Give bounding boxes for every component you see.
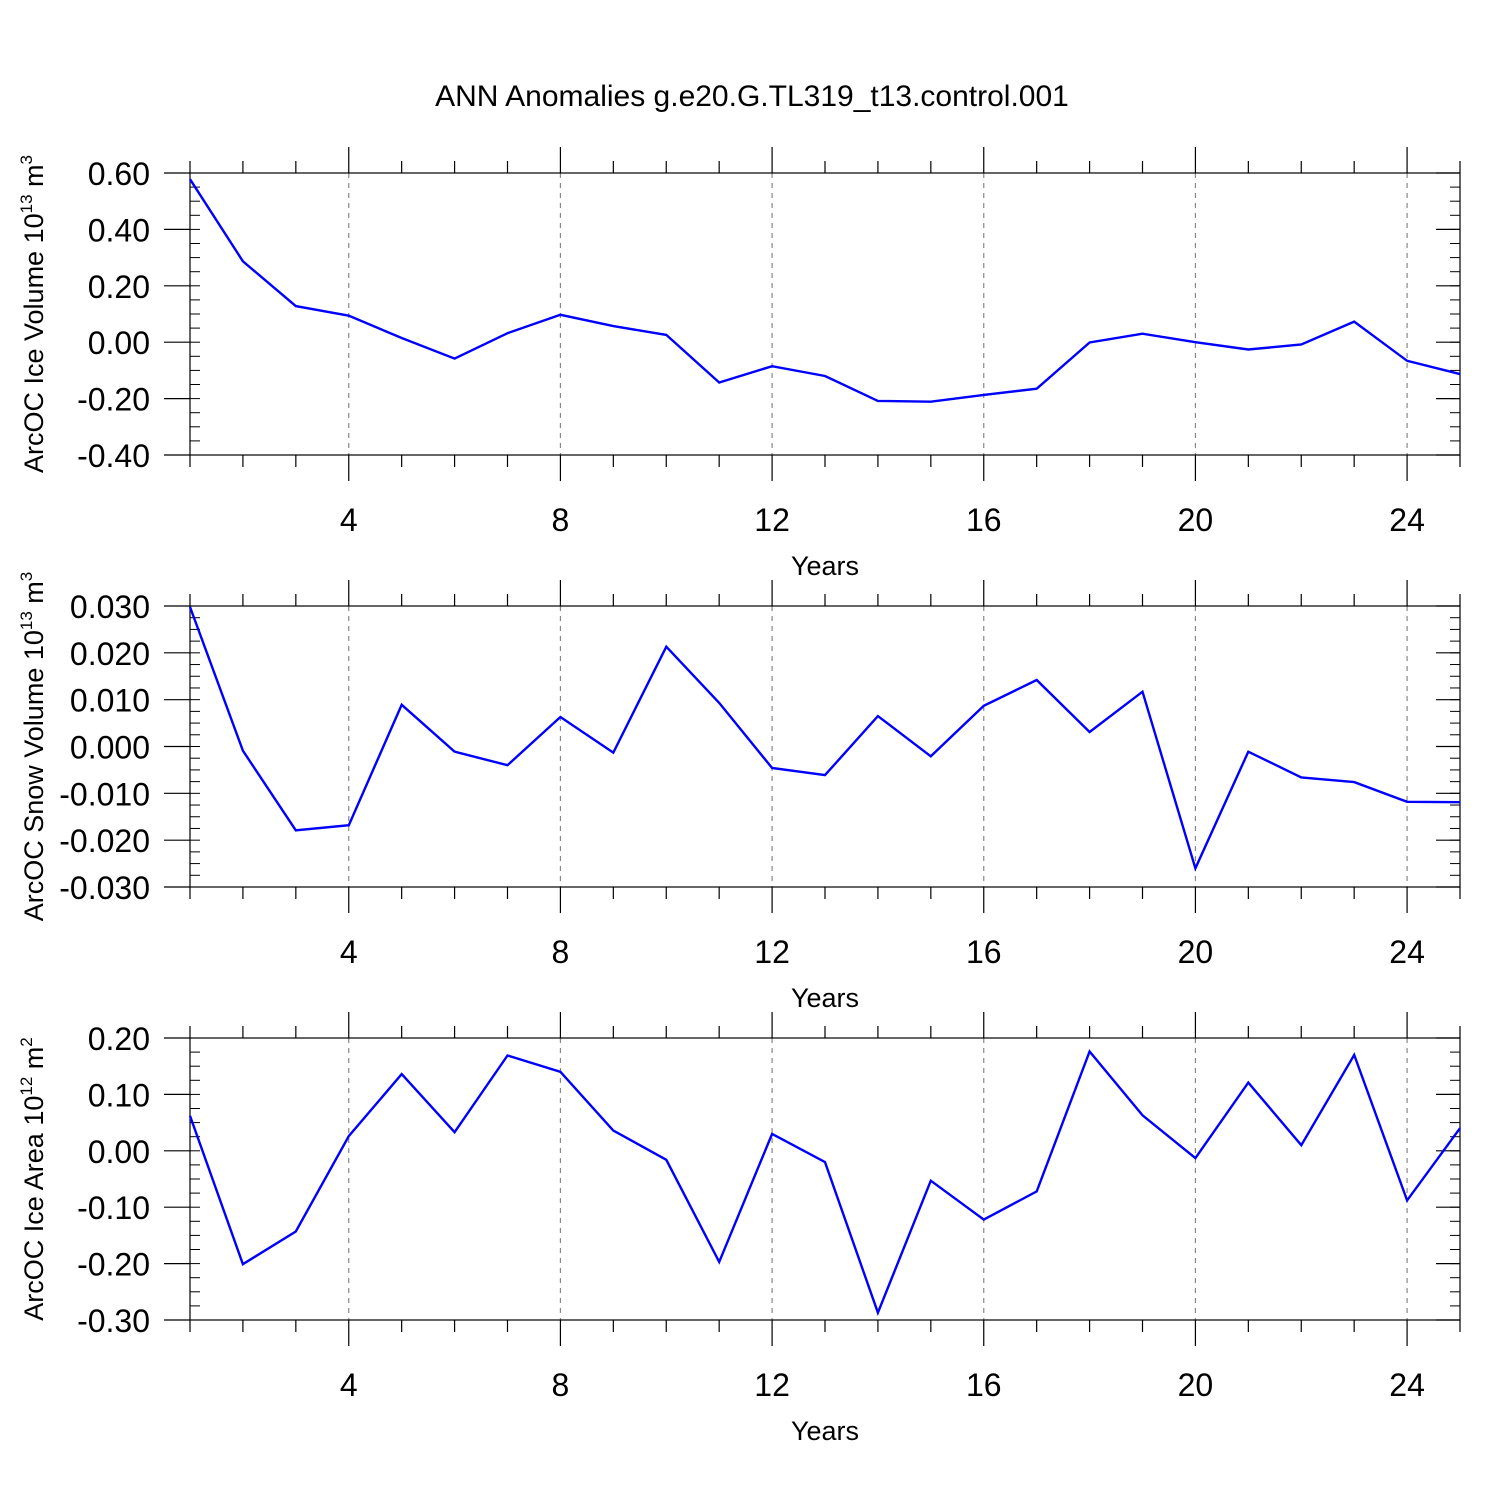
y-tick-label: -0.20: [77, 382, 150, 418]
panel-3: -0.30 -0.20 -0.10 0.00 0.10 0.20 4 8 12 16 20 24 Yea…: [17, 1012, 1461, 1446]
y-tick-label: -0.20: [77, 1247, 150, 1283]
plot-frame: [189, 605, 1461, 888]
y-tick-label: 0.10: [88, 1077, 150, 1113]
y-axis-title: ArcOC Ice Volume 1013 m3: [17, 155, 49, 473]
y-tick-label: -0.30: [77, 1303, 150, 1339]
x-tick-label: 16: [966, 502, 1002, 538]
x-tick-label: 20: [1178, 934, 1214, 970]
x-tick-label: 20: [1178, 1367, 1214, 1403]
x-axis-title: Years: [791, 1416, 859, 1446]
plot-frame: [189, 172, 1461, 456]
series-line: [188, 606, 1461, 872]
y-axis-title: ArcOC Ice Area 1012 m2: [17, 1037, 49, 1321]
y-axis-title-part: m: [19, 581, 49, 611]
x-tick-label: 12: [754, 934, 790, 970]
y-tick-label: 0.010: [70, 683, 150, 719]
y-axis-title-part: m: [19, 1047, 49, 1077]
y-axis-title-superscript: 12: [17, 1077, 36, 1096]
y-tick-label: 0.20: [88, 269, 150, 305]
y-tick-label: 0.00: [88, 1134, 150, 1170]
y-axis-title: ArcOC Snow Volume 1013 m3: [17, 572, 49, 922]
x-tick-label: 12: [754, 502, 790, 538]
panel-1: -0.40 -0.20 0.00 0.20 0.40 0.60 4 8 12 16 20 24 Year…: [17, 147, 1461, 581]
x-axis-title: Years: [791, 551, 859, 581]
x-tick-label: 24: [1389, 502, 1425, 538]
x-tick-label: 4: [340, 1367, 358, 1403]
y-axis-title-superscript: 3: [17, 572, 36, 581]
series-line: [188, 178, 1461, 403]
x-tick-label: 16: [966, 934, 1002, 970]
x-tick-label: 4: [340, 502, 358, 538]
series-line: [188, 1049, 1461, 1317]
y-axis-title-superscript: 13: [17, 194, 36, 213]
y-tick-label: 0.000: [70, 730, 150, 766]
x-tick-label: 8: [552, 502, 570, 538]
y-axis-title-superscript: 3: [17, 155, 36, 164]
panel-2: -0.030 -0.020 -0.010 0.000 0.010 0.020 0.030 4 8…: [17, 572, 1461, 1013]
y-axis-title-superscript: 13: [17, 611, 36, 630]
y-tick-label: -0.020: [59, 823, 150, 859]
y-tick-label: -0.10: [77, 1190, 150, 1226]
y-tick-label: -0.40: [77, 438, 150, 474]
y-tick-label: -0.030: [59, 870, 150, 906]
y-tick-label: 0.20: [88, 1021, 150, 1057]
y-axis-title-superscript: 2: [17, 1037, 36, 1046]
x-tick-label: 24: [1389, 1367, 1425, 1403]
x-axis-title: Years: [791, 983, 859, 1013]
y-tick-label: 0.030: [70, 589, 150, 625]
x-tick-label: 4: [340, 934, 358, 970]
y-tick-label: 0.60: [88, 156, 150, 192]
x-tick-label: 12: [754, 1367, 790, 1403]
x-tick-label: 24: [1389, 934, 1425, 970]
panels: -0.40-0.200.000.200.400.604 8 12 16 20 24Year…: [17, 147, 1461, 1446]
plot-frame: [189, 1037, 1461, 1321]
x-tick-label: 16: [966, 1367, 1002, 1403]
y-tick-label: 0.020: [70, 636, 150, 672]
y-axis-title-part: ArcOC Snow Volume 10: [19, 630, 49, 921]
x-tick-label: 20: [1178, 502, 1214, 538]
y-axis-title-part: m: [19, 164, 49, 194]
figure-title: ANN Anomalies g.e20.G.TL319_t13.control.…: [435, 80, 1069, 113]
y-tick-label: -0.010: [59, 776, 150, 812]
x-tick-label: 8: [552, 1367, 570, 1403]
x-tick-label: 8: [552, 934, 570, 970]
y-tick-label: 0.40: [88, 212, 150, 248]
y-tick-label: 0.00: [88, 325, 150, 361]
y-axis-title-part: ArcOC Ice Volume 10: [19, 213, 49, 473]
y-axis-title-part: ArcOC Ice Area 10: [19, 1096, 49, 1321]
